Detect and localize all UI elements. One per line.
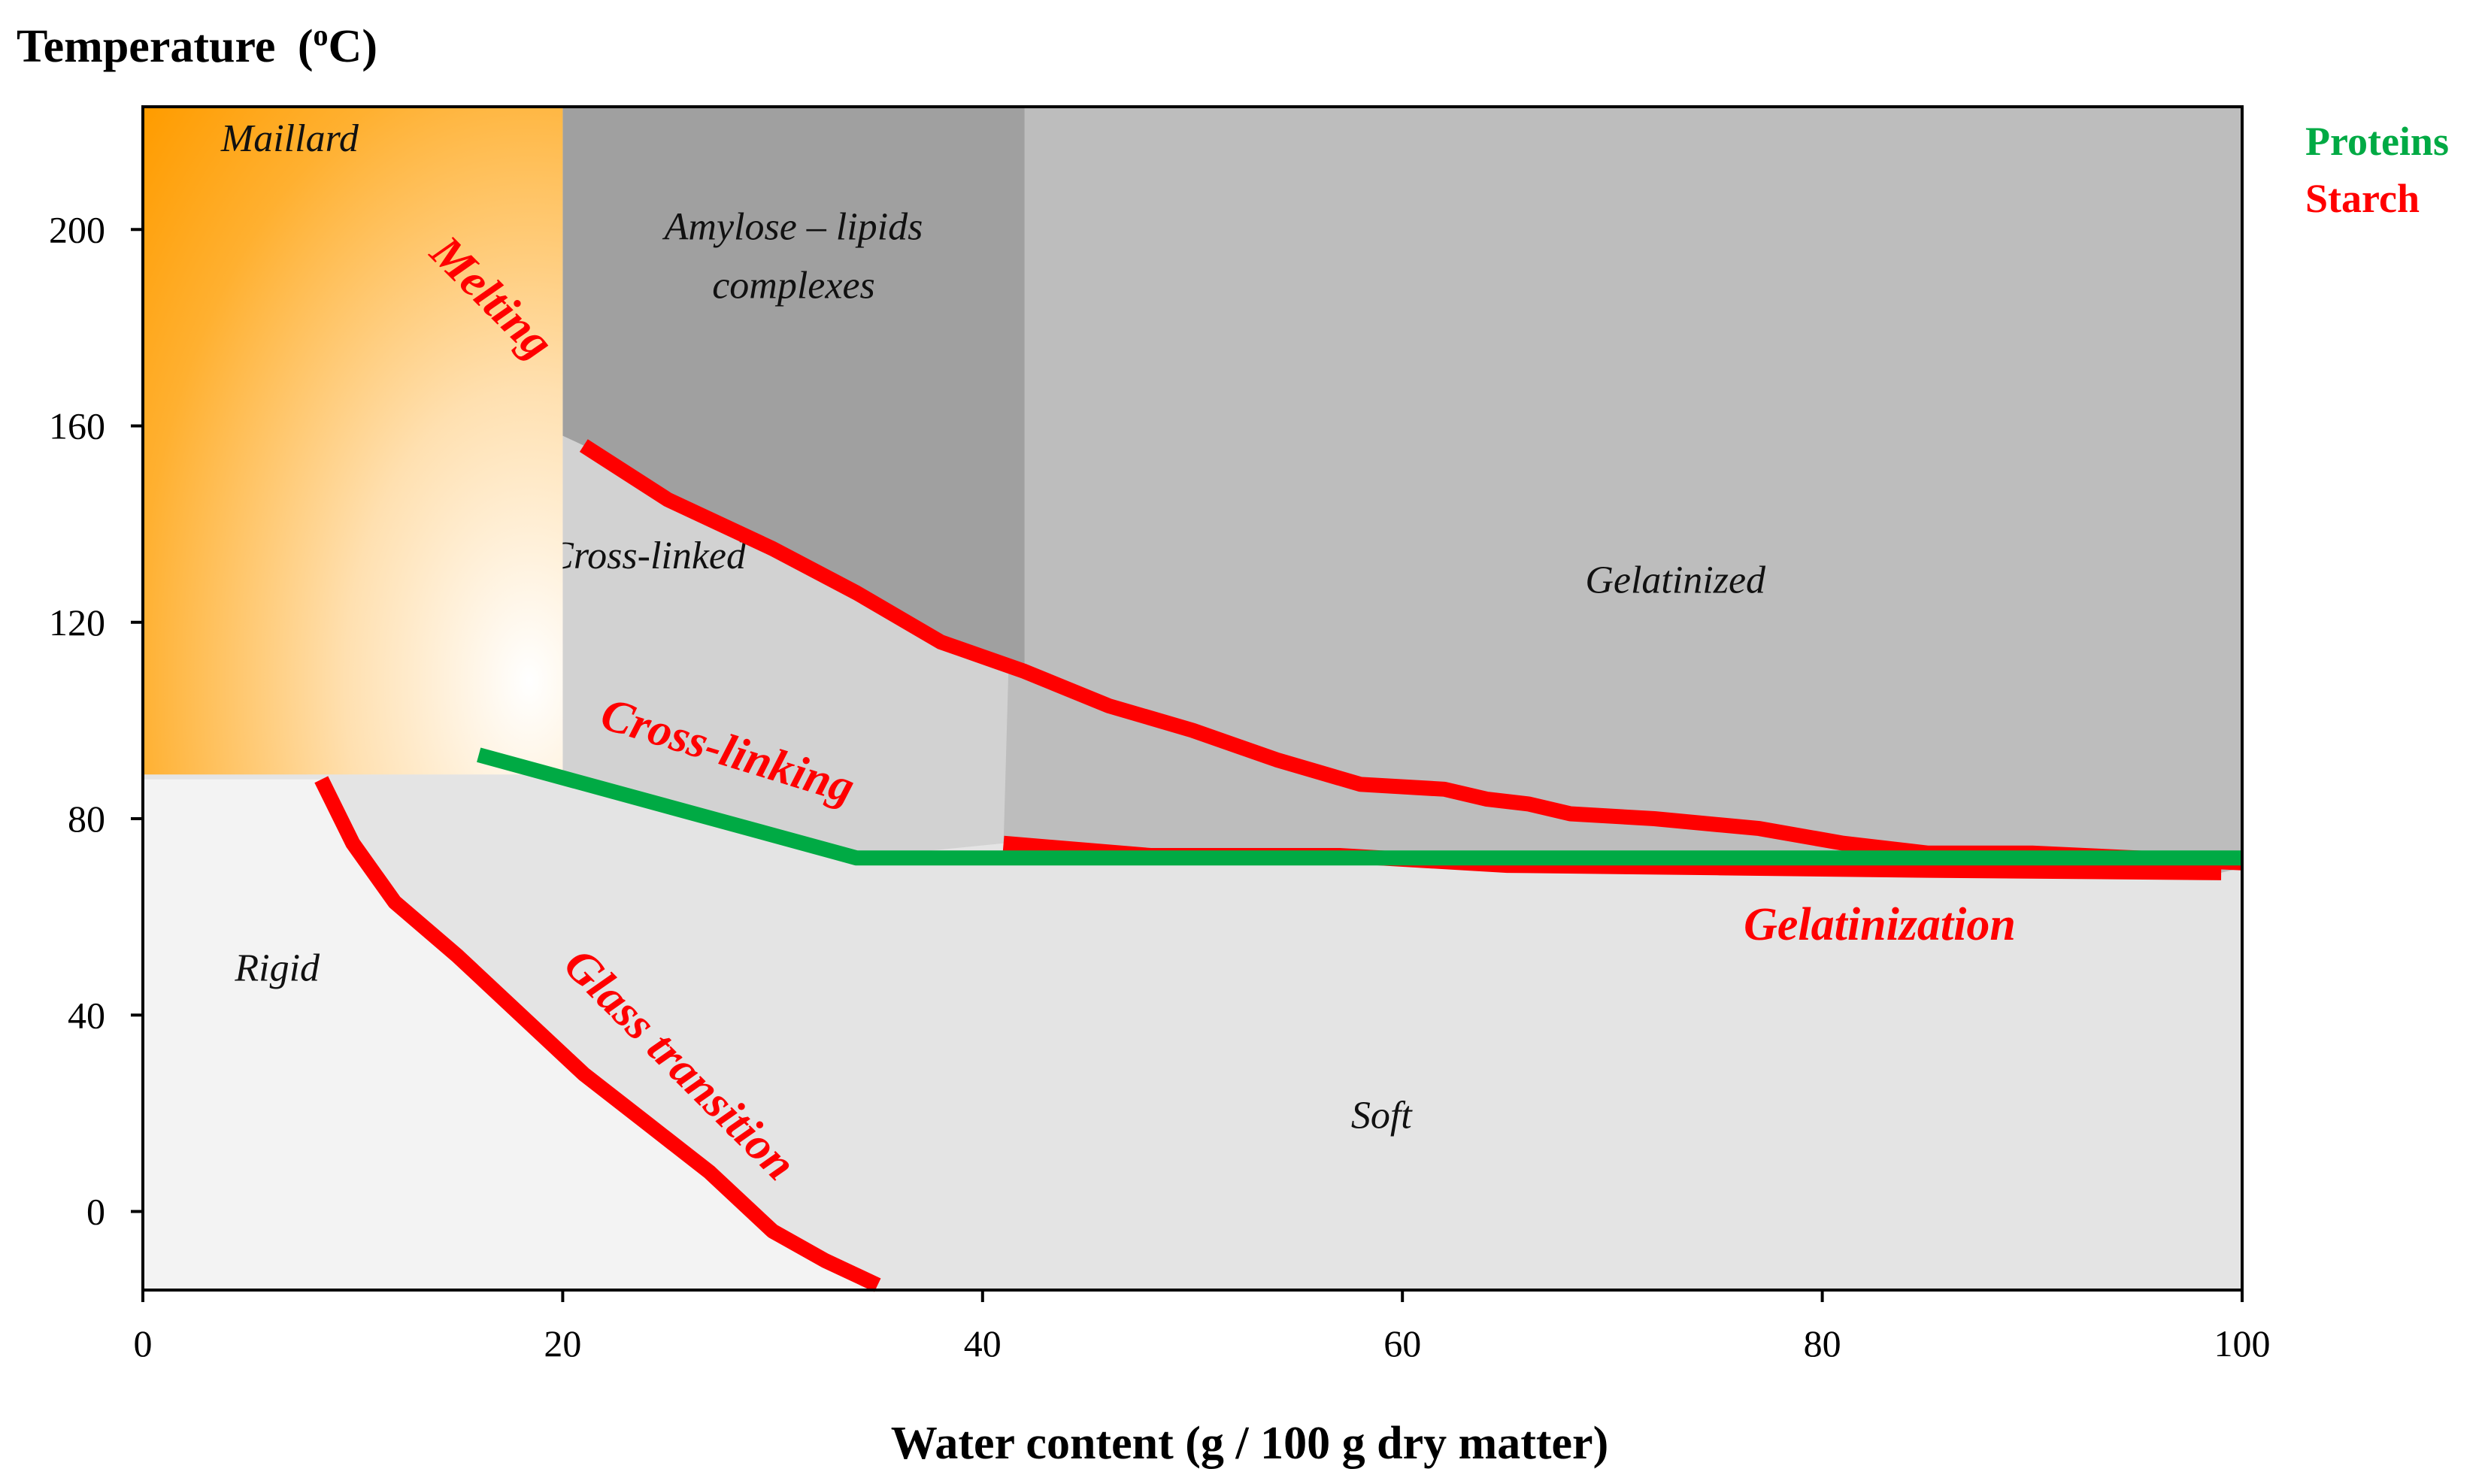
- x-tick-label: 80: [1804, 1322, 1841, 1364]
- curve-cross-linking: [477, 747, 2242, 866]
- region-label-cross-linked: Cross-linked: [547, 535, 747, 577]
- x-tick-label: 0: [134, 1322, 153, 1364]
- y-axis: 0 40 80 120 160 200: [49, 208, 143, 1233]
- legend-proteins: Proteins: [2305, 119, 2449, 164]
- x-axis-title: Water content (g / 100 g dry matter): [891, 1418, 1608, 1469]
- region-label-maillard: Maillard: [220, 117, 359, 160]
- x-tick-label: 60: [1383, 1322, 1421, 1364]
- y-axis-title-unit-close: C): [329, 21, 377, 72]
- y-tick-label: 0: [86, 1191, 105, 1233]
- y-tick-label: 120: [49, 601, 105, 644]
- plot-frame: [141, 105, 2244, 1292]
- region-label-gelatinized: Gelatinized: [1585, 559, 1766, 602]
- region-label-amylose: Amylose – lipids: [662, 205, 923, 248]
- y-tick-label: 40: [68, 994, 105, 1036]
- region-gelatinized-bg: [1003, 107, 2242, 873]
- x-tick-label: 20: [544, 1322, 581, 1364]
- curve-glass-transition: [314, 776, 881, 1292]
- legend-starch: Starch: [2305, 176, 2420, 221]
- y-tick-label: 200: [49, 208, 105, 250]
- y-axis-title-name: Temperature: [17, 21, 275, 72]
- y-tick-label: 80: [68, 798, 105, 840]
- y-axis-title-unit-open: (: [298, 21, 314, 72]
- region-label-soft: Soft: [1351, 1095, 1413, 1137]
- curves-layer: [314, 439, 2243, 1292]
- x-tick-label: 100: [2214, 1322, 2271, 1364]
- curve-melting: [579, 439, 2243, 871]
- x-axis: 0 20 40 60 80 100: [134, 1290, 2271, 1364]
- y-tick-label: 160: [49, 405, 105, 447]
- region-amylose-bg: [562, 107, 1025, 672]
- x-tick-label: 40: [964, 1322, 1002, 1364]
- regions-layer: [143, 107, 2242, 1290]
- curve-label-gelatinization: Gelatinization: [1744, 899, 2016, 950]
- region-maillard-bg: [143, 107, 563, 775]
- y-axis-title: Temperature (oC): [17, 18, 377, 72]
- region-label-complexes: complexes: [712, 264, 875, 307]
- y-axis-title-unit-super: o: [314, 18, 329, 52]
- region-label-rigid: Rigid: [234, 947, 320, 990]
